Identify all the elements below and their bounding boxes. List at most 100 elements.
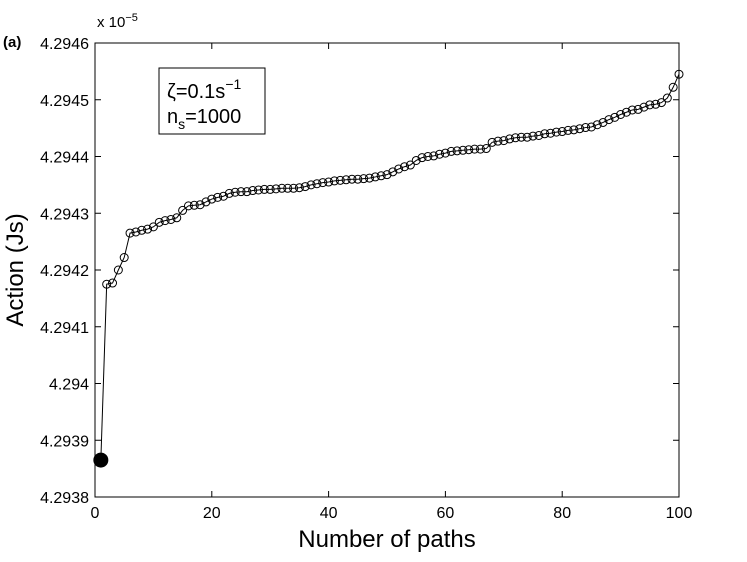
data-point (388, 167, 398, 177)
x-tick-label: 0 (91, 505, 100, 522)
y-multiplier-exponent: −5 (125, 12, 138, 24)
data-point (143, 224, 153, 234)
data-point (592, 120, 602, 130)
annotation-frame (158, 67, 266, 135)
data-point (470, 144, 480, 154)
annotation-zeta-sup: −1 (225, 76, 241, 92)
data-point (528, 131, 538, 141)
data-point (610, 112, 620, 122)
data-point (581, 123, 591, 133)
x-tick-label: 100 (666, 505, 693, 522)
data-point (248, 186, 258, 196)
data-point (621, 107, 631, 117)
data-point (113, 265, 123, 275)
y-multiplier-base: x 10 (97, 14, 125, 31)
data-point (131, 227, 141, 237)
y-tick-label: 4.2945 (40, 93, 89, 110)
panel-label: (a) (3, 34, 21, 51)
data-point (189, 200, 199, 210)
data-point (481, 144, 491, 154)
data-point (201, 197, 211, 207)
x-tick-label: 60 (437, 505, 455, 522)
annotation-n-sub: s (178, 116, 185, 132)
data-point (207, 194, 217, 204)
data-point (137, 225, 147, 235)
x-tick-label: 80 (553, 505, 571, 522)
annotation-line-zeta: ζ=0.1s−1 (167, 76, 241, 103)
data-point (400, 162, 410, 172)
data-point (569, 125, 579, 135)
data-point (341, 175, 351, 185)
data-point (487, 137, 497, 147)
data-point (370, 172, 380, 182)
data-point (423, 152, 433, 161)
data-point (353, 174, 363, 184)
y-multiplier-label: x 10−5 (97, 12, 138, 31)
data-point (359, 174, 369, 184)
data-point (505, 134, 515, 144)
data-point (277, 183, 287, 193)
data-point (224, 188, 234, 198)
data-point (563, 125, 573, 135)
data-point (364, 173, 374, 183)
annotation-n-base: n (167, 106, 178, 128)
data-point (306, 180, 316, 190)
data-point (551, 127, 561, 137)
data-point (148, 222, 158, 232)
data-point (522, 132, 532, 142)
data-point (458, 145, 468, 155)
y-tick-label: 4.294 (49, 377, 89, 394)
data-point (546, 128, 556, 138)
data-point (283, 183, 293, 193)
data-point (218, 191, 228, 201)
data-point (312, 179, 322, 189)
y-tick-label: 4.2946 (40, 36, 89, 53)
data-point (598, 117, 608, 127)
data-point (639, 102, 649, 112)
data-point (464, 145, 474, 155)
data-point (230, 187, 240, 197)
x-axis-title: Number of paths (298, 526, 475, 553)
data-point (119, 253, 129, 263)
data-point (324, 177, 334, 187)
data-point (604, 115, 614, 125)
data-point (429, 151, 439, 161)
y-axis-title: Action (Js) (2, 213, 29, 326)
plot-area: 0 20 40 60 80 100 4.2938 4.2939 4.294 4.2941 4.294… (40, 36, 692, 522)
data-point (405, 160, 415, 170)
data-point (674, 69, 684, 79)
data-point (586, 122, 596, 132)
data-point (645, 100, 655, 110)
y-tick-label: 4.2943 (40, 206, 89, 223)
data-point (254, 185, 264, 195)
data-point (662, 93, 672, 103)
data-point (178, 205, 188, 215)
series-line (100, 74, 680, 461)
y-tick-label: 4.2939 (40, 433, 89, 450)
data-point (656, 98, 666, 108)
data-point (289, 183, 299, 193)
data-point (183, 201, 193, 211)
y-tick-label: 4.2941 (40, 320, 89, 337)
data-point (435, 149, 445, 159)
data-point (633, 104, 643, 114)
data-point (160, 216, 170, 226)
data-point (329, 176, 339, 186)
data-point (616, 110, 626, 120)
data-point (540, 129, 550, 139)
data-point (510, 133, 520, 143)
data-point (172, 213, 182, 223)
data-point (575, 124, 585, 134)
y-tick-label: 4.2942 (40, 263, 89, 280)
data-point (376, 171, 386, 181)
data-point (411, 155, 421, 165)
data-point (475, 144, 485, 154)
data-point (154, 217, 164, 227)
data-point (417, 153, 427, 163)
data-point (242, 187, 252, 197)
data-point (668, 82, 678, 92)
data-point (102, 279, 112, 289)
data-point (125, 228, 135, 238)
x-tick-label: 40 (320, 505, 338, 522)
